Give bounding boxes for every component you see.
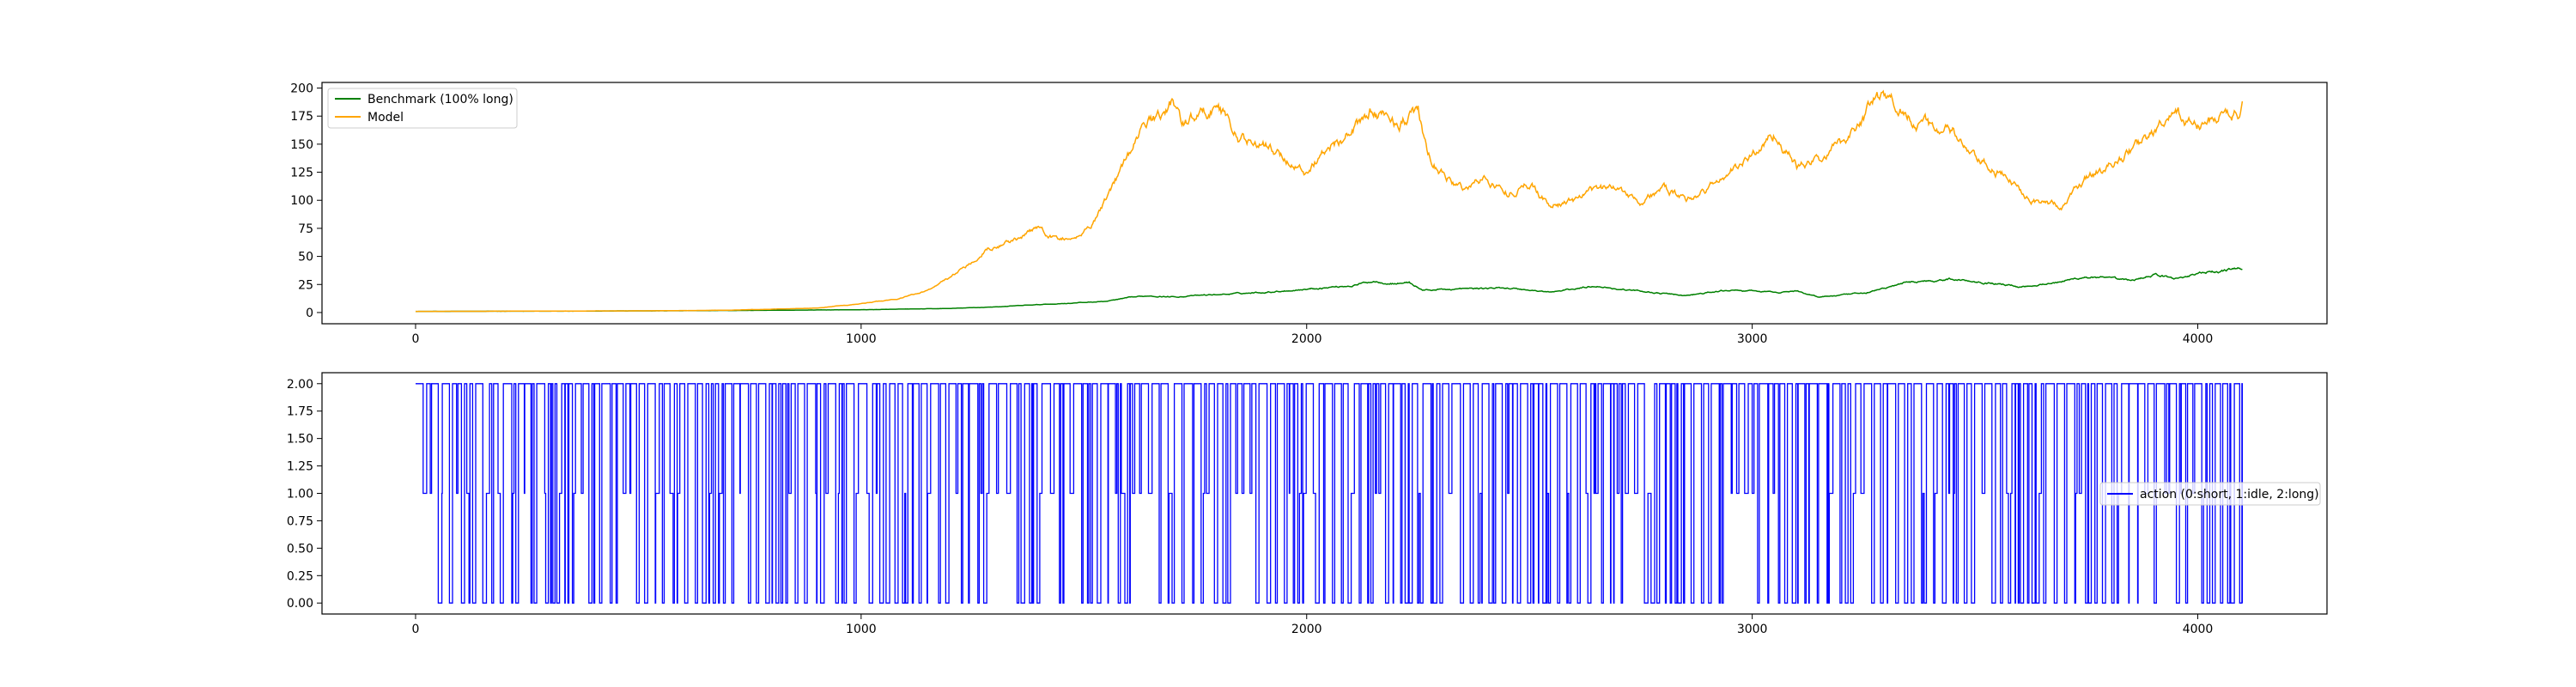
action-legend-box bbox=[2099, 482, 2321, 506]
y-tick-label: 1.50 bbox=[287, 433, 313, 447]
y-tick-label: 0 bbox=[306, 307, 313, 320]
action-lines bbox=[416, 383, 2244, 604]
equity-legend-box bbox=[327, 88, 518, 129]
y-tick-label: 150 bbox=[290, 138, 313, 152]
x-tick-label: 1000 bbox=[846, 332, 877, 346]
x-tick-label: 0 bbox=[412, 623, 420, 636]
y-tick-label: 125 bbox=[290, 167, 313, 180]
action-chart: 0 1000 2000 3000 4000 0.00 0.25 0.50 0.75 1.00 1.… bbox=[287, 372, 2328, 636]
y-tick-label: 1.00 bbox=[287, 488, 313, 502]
x-tick-label: 3000 bbox=[1737, 623, 1768, 636]
y-tick-label: 75 bbox=[298, 222, 313, 236]
legend-benchmark-label: Benchmark (100% long) bbox=[368, 93, 513, 106]
x-tick-label: 2000 bbox=[1291, 623, 1322, 636]
y-tick-label: 0.75 bbox=[287, 514, 313, 528]
action-legend: action (0:short, 1:idle, 2:long) bbox=[2099, 482, 2321, 506]
x-tick-label: 3000 bbox=[1737, 332, 1768, 346]
equity-chart: 0 1000 2000 3000 4000 0 25 50 75 100 125 150 175 200… bbox=[290, 82, 2328, 346]
legend-model-label: Model bbox=[368, 111, 404, 125]
action-line bbox=[416, 383, 2244, 604]
equity-lines bbox=[415, 89, 2244, 313]
action-y-axis: 0.00 0.25 0.50 0.75 1.00 1.25 1.50 1.75 2.00 bbox=[287, 378, 322, 611]
x-tick-label: 4000 bbox=[2183, 332, 2214, 346]
y-tick-label: 175 bbox=[290, 110, 313, 124]
action-x-axis: 0 1000 2000 3000 4000 bbox=[412, 614, 2214, 636]
legend-action-label: action (0:short, 1:idle, 2:long) bbox=[2140, 488, 2319, 502]
x-tick-label: 2000 bbox=[1291, 332, 1322, 346]
equity-legend: Benchmark (100% long) Model bbox=[327, 88, 518, 129]
x-tick-label: 0 bbox=[412, 332, 420, 346]
y-tick-label: 50 bbox=[298, 251, 313, 264]
y-tick-label: 200 bbox=[290, 82, 313, 96]
x-tick-label: 4000 bbox=[2183, 623, 2214, 636]
equity-y-axis: 0 25 50 75 100 125 150 175 200 bbox=[290, 82, 322, 320]
y-tick-label: 2.00 bbox=[287, 378, 313, 392]
equity-plot-frame bbox=[321, 82, 2328, 325]
equity-x-axis: 0 1000 2000 3000 4000 bbox=[412, 324, 2214, 346]
y-tick-label: 0.50 bbox=[287, 542, 313, 556]
model-line bbox=[416, 89, 2244, 313]
y-tick-label: 100 bbox=[290, 194, 313, 208]
y-tick-label: 0.25 bbox=[287, 569, 313, 583]
x-tick-label: 1000 bbox=[846, 623, 877, 636]
y-tick-label: 1.25 bbox=[287, 460, 313, 474]
y-tick-label: 25 bbox=[298, 278, 313, 292]
y-tick-label: 0.00 bbox=[287, 597, 313, 611]
y-tick-label: 1.75 bbox=[287, 405, 313, 419]
